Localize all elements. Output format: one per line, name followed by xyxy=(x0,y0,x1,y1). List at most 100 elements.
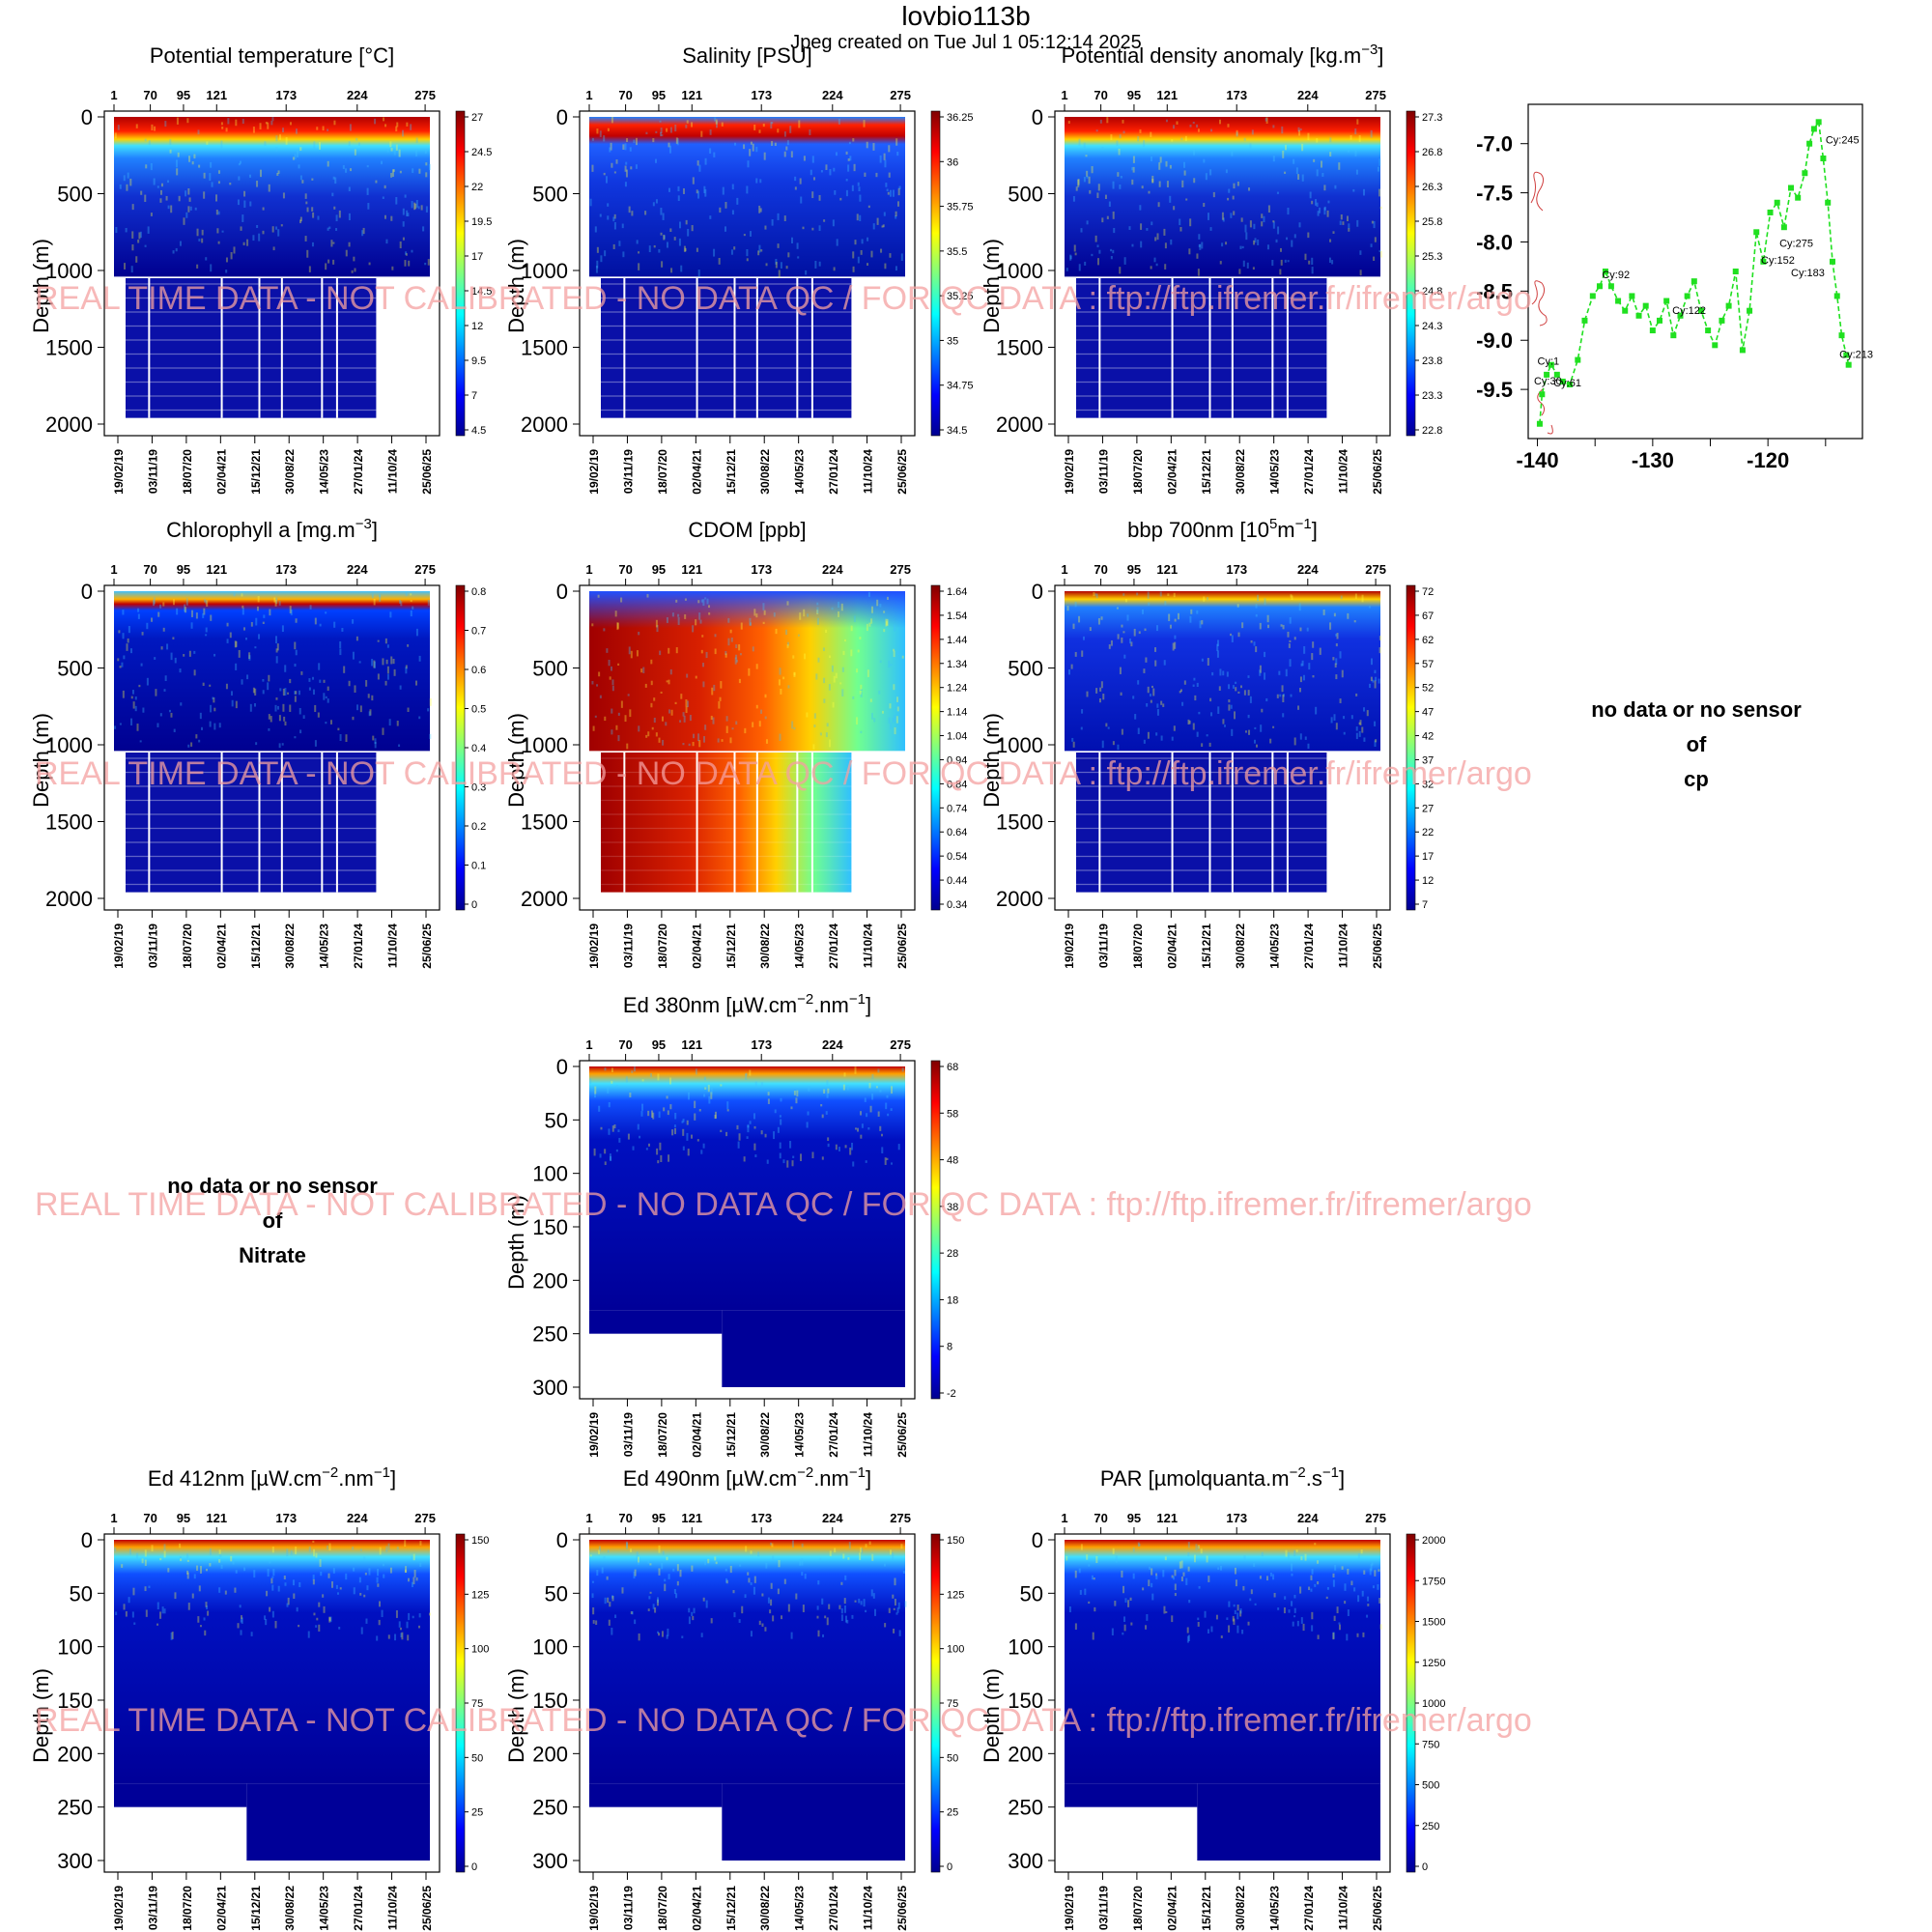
speckle xyxy=(1321,160,1323,168)
speckle xyxy=(884,1157,887,1165)
speckle xyxy=(765,739,768,744)
speckle xyxy=(875,1086,878,1089)
speckle xyxy=(163,1549,166,1558)
speckle xyxy=(274,1620,277,1629)
speckle xyxy=(140,190,143,195)
depth-tick-label: 1500 xyxy=(521,810,568,835)
speckle xyxy=(315,1552,318,1558)
speckle xyxy=(275,226,278,230)
speckle xyxy=(610,666,612,671)
speckle xyxy=(686,673,689,678)
date-tick-label: 02/04/21 xyxy=(690,923,703,969)
speckle xyxy=(1308,1586,1311,1591)
speckle xyxy=(220,1564,223,1569)
speckle xyxy=(305,201,308,205)
colorbar-label: 17 xyxy=(471,251,483,263)
speckle xyxy=(682,187,685,194)
speckle xyxy=(1228,699,1231,703)
colorbar-label: 4.5 xyxy=(471,425,486,437)
speckle xyxy=(308,266,311,272)
speckle xyxy=(235,119,238,127)
watermark-row3: REAL TIME DATA - NOT CALIBRATED - NO DAT… xyxy=(35,1186,1532,1223)
speckle xyxy=(894,624,896,632)
speckle xyxy=(1081,650,1084,657)
speckle xyxy=(1132,696,1135,699)
speckle xyxy=(1253,240,1256,245)
speckle xyxy=(614,611,617,617)
speckle xyxy=(312,1579,315,1585)
speckle xyxy=(361,230,364,237)
speckle xyxy=(1100,616,1103,620)
speckle xyxy=(429,697,432,706)
speckle xyxy=(1195,1544,1198,1550)
colorbar-label: 34.75 xyxy=(947,381,974,392)
speckle xyxy=(798,120,801,128)
speckle xyxy=(1231,635,1234,642)
speckle xyxy=(322,126,325,131)
speckle xyxy=(700,130,703,137)
speckle xyxy=(1377,166,1379,172)
speckle xyxy=(1355,169,1358,175)
speckle xyxy=(1341,1566,1344,1570)
speckle xyxy=(840,1608,843,1614)
speckle xyxy=(1110,134,1113,140)
speckle xyxy=(828,1604,831,1609)
speckle xyxy=(127,172,129,179)
speckle xyxy=(382,727,384,735)
speckle xyxy=(1095,593,1098,599)
speckle xyxy=(793,1091,796,1095)
speckle xyxy=(335,228,338,231)
speckle xyxy=(822,647,825,651)
speckle xyxy=(331,192,334,197)
speckle xyxy=(891,1086,894,1094)
speckle xyxy=(164,121,167,128)
speckle xyxy=(669,228,672,233)
speckle xyxy=(648,1596,651,1600)
colorbar-label: 7 xyxy=(1422,899,1428,911)
speckle xyxy=(352,1546,355,1550)
speckle xyxy=(725,725,728,733)
speckle xyxy=(782,676,785,680)
speckle xyxy=(269,1561,271,1564)
speckle xyxy=(410,600,412,603)
speckle xyxy=(1265,117,1268,125)
speckle xyxy=(1249,220,1252,228)
speckle xyxy=(218,1559,221,1563)
speckle xyxy=(1299,676,1302,683)
speckle xyxy=(1075,186,1078,191)
speckle xyxy=(765,263,768,267)
speckle xyxy=(692,177,695,185)
speckle xyxy=(252,127,255,133)
speckle xyxy=(1120,692,1122,696)
speckle xyxy=(695,1068,697,1075)
speckle xyxy=(601,1567,604,1574)
speckle xyxy=(1132,156,1135,163)
speckle xyxy=(757,250,760,256)
speckle xyxy=(1371,220,1374,224)
speckle xyxy=(624,165,627,172)
colorbar xyxy=(1406,110,1416,437)
speckle xyxy=(191,1593,194,1599)
speckle xyxy=(1216,643,1219,652)
speckle xyxy=(379,594,382,597)
speckle xyxy=(294,736,297,739)
depth-axis-label: Depth (m) xyxy=(980,239,1004,333)
speckle xyxy=(209,1563,212,1567)
speckle xyxy=(869,1105,872,1113)
depth-tick-label: 0 xyxy=(556,105,568,129)
panel-title: Ed 490nm [µW.cm−2.nm−1] xyxy=(623,1464,871,1491)
depth-tick-label: 2000 xyxy=(45,887,93,911)
speckle xyxy=(1279,247,1282,252)
speckle xyxy=(186,1572,189,1579)
speckle xyxy=(159,198,162,203)
plot-frame xyxy=(1054,110,1391,437)
speckle xyxy=(1371,1562,1374,1566)
speckle xyxy=(418,1613,421,1618)
colorbar-label: 22 xyxy=(1422,827,1434,838)
speckle xyxy=(1220,1635,1223,1638)
speckle xyxy=(607,1597,610,1604)
speckle xyxy=(591,164,594,172)
profile-gap xyxy=(1286,753,1289,893)
speckle xyxy=(812,177,815,181)
speckle xyxy=(295,649,298,656)
